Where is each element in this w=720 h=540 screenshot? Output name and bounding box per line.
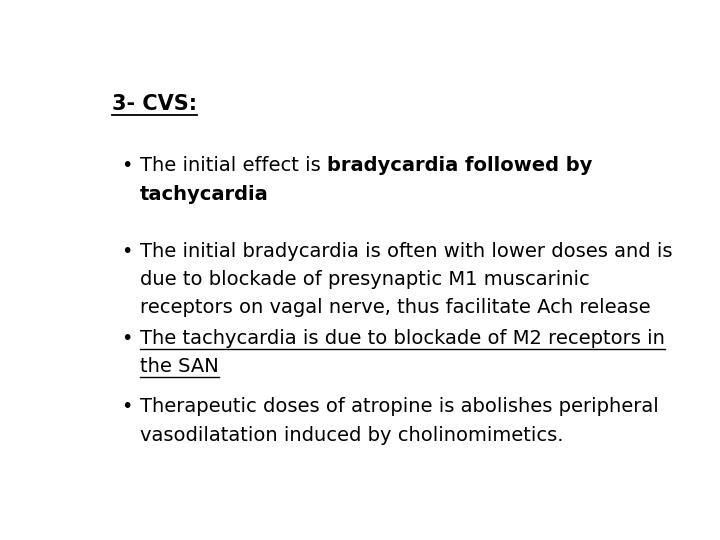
Text: 3- CVS:: 3- CVS: [112,94,197,114]
Text: The tachycardia is due to blockade of M2 receptors in: The tachycardia is due to blockade of M2… [140,329,665,348]
Text: The initial bradycardia is often with lower doses and is: The initial bradycardia is often with lo… [140,241,672,260]
Text: vasodilatation induced by cholinomimetics.: vasodilatation induced by cholinomimetic… [140,426,564,445]
Text: The initial effect is: The initial effect is [140,156,327,176]
Text: receptors on vagal nerve, thus facilitate Ach release: receptors on vagal nerve, thus facilitat… [140,298,651,317]
Text: •: • [121,241,132,260]
Text: bradycardia followed by: bradycardia followed by [327,156,593,176]
Text: due to blockade of presynaptic M1 muscarinic: due to blockade of presynaptic M1 muscar… [140,270,590,289]
Text: Therapeutic doses of atropine is abolishes peripheral: Therapeutic doses of atropine is abolish… [140,397,659,416]
Text: the SAN: the SAN [140,357,219,376]
Text: •: • [121,156,132,176]
Text: tachycardia: tachycardia [140,185,269,204]
Text: •: • [121,329,132,348]
Text: •: • [121,397,132,416]
